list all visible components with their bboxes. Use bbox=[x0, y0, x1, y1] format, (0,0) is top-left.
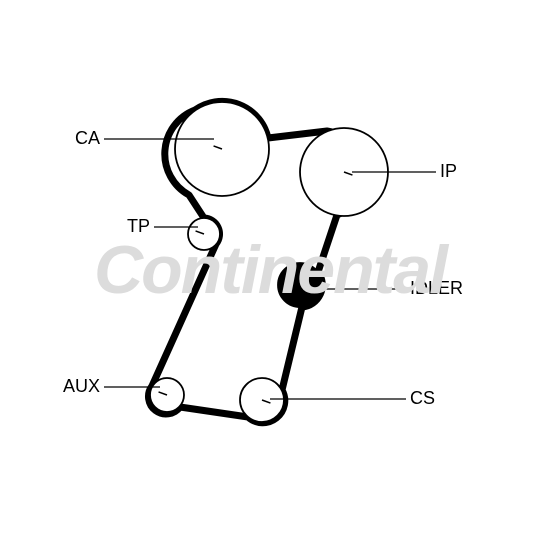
label-ca: CA bbox=[75, 128, 100, 148]
label-ip: IP bbox=[440, 161, 457, 181]
belt-diagram-svg: CA IP TP IDLER AUX CS bbox=[0, 0, 540, 540]
diagram-container: Continental CAIPTPIDLERAUXCS bbox=[0, 0, 540, 540]
pulley-idler bbox=[278, 263, 322, 307]
label-aux: AUX bbox=[63, 376, 100, 396]
label-idler: IDLER bbox=[410, 278, 463, 298]
label-cs: CS bbox=[410, 388, 435, 408]
label-tp: TP bbox=[127, 216, 150, 236]
